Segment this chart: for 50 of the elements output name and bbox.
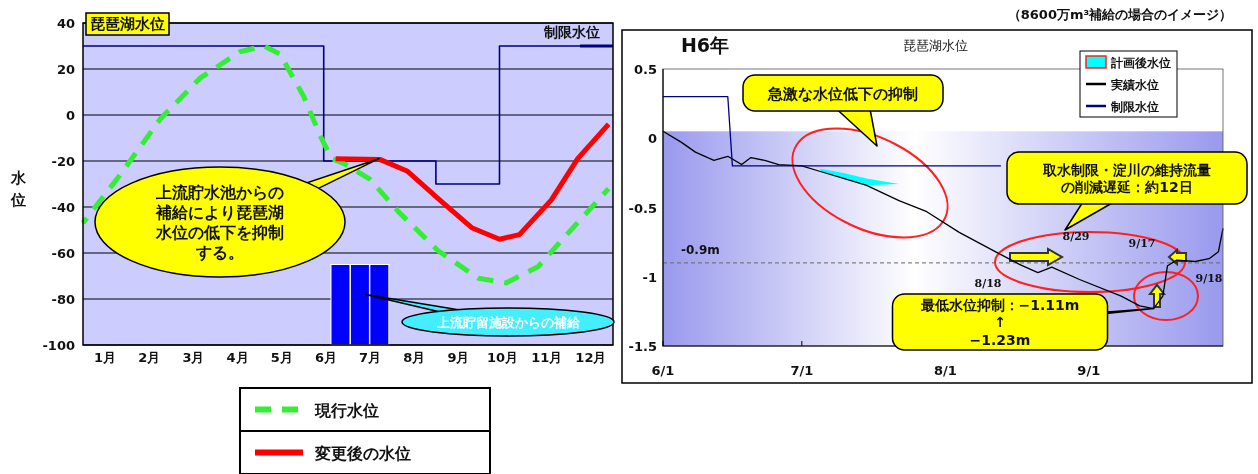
text: （8600万m³補給の場合のイメージ） (1007, 7, 1233, 22)
x-tick-label: 9月 (447, 350, 470, 365)
x-tick-label: 6/1 (651, 363, 675, 378)
x-tick-label: 1月 (94, 350, 117, 365)
y-tick-label: -1 (642, 269, 657, 285)
x-tick-label: 10月 (487, 350, 519, 365)
annotation: 9/18 (1195, 272, 1223, 285)
legend-label: 変更後の水位 (314, 443, 411, 463)
ref-line-label: -0.9m (681, 242, 720, 257)
annotation: 9/17 (1128, 237, 1156, 250)
y-tick-label: -20 (51, 154, 75, 169)
series-label: 制限水位 (543, 24, 600, 40)
y-tick-label: -40 (51, 200, 75, 215)
annotation: 急激な水位低下の抑制 (767, 84, 918, 103)
x-tick-label: 7/1 (790, 363, 814, 378)
annotation: 取水制限・淀川の維持流量の削減遅延：約12日 (1042, 161, 1211, 196)
legend-label: 計画後水位 (1110, 56, 1171, 70)
chart-title: 琵琶湖水位 (90, 15, 165, 33)
annotation: 上流貯水池からの補給により琵琶湖水位の低下を抑制する。 (155, 183, 284, 263)
y-tick-label: 20 (56, 62, 75, 77)
legend-label: 現行水位 (314, 400, 379, 420)
x-tick-label: 12月 (575, 350, 607, 365)
chart-title: 琵琶湖水位 (902, 38, 968, 53)
y-tick-label: 0 (647, 131, 657, 147)
x-tick-label: 4月 (226, 350, 249, 365)
legend-label: 実績水位 (1110, 78, 1159, 92)
y-tick-label: -1.5 (628, 339, 657, 354)
x-tick-label: 5月 (270, 350, 293, 365)
y-tick-label: -0.5 (628, 200, 657, 216)
y-tick-label: -80 (51, 292, 75, 307)
x-tick-label: 8月 (403, 350, 426, 365)
x-tick-label: 9/1 (1077, 363, 1101, 378)
y-axis-title: 水位 (9, 169, 27, 209)
annotation: 最低水位抑制：−1.11m ↑ −1.23m (919, 296, 1080, 348)
y-tick-label: -100 (42, 338, 75, 353)
x-tick-label: 2月 (138, 350, 161, 365)
y-tick-label: 0 (65, 108, 75, 123)
y-tick-label: -60 (51, 246, 75, 261)
y-tick-label: 0.5 (633, 62, 657, 77)
legend-label: 制限水位 (1110, 100, 1159, 114)
x-tick-label: 7月 (359, 350, 382, 365)
y-tick-label: 40 (56, 16, 75, 31)
x-tick-label: 6月 (314, 350, 337, 365)
x-tick-label: 3月 (182, 350, 205, 365)
x-tick-label: 8/1 (933, 363, 957, 378)
x-tick-label: 11月 (531, 350, 563, 365)
annotation: 上流貯留施設からの補給 (435, 314, 581, 330)
annotation: 8/29 (1062, 230, 1090, 243)
chart-subtitle: H6年 (680, 34, 730, 56)
annotation: 8/18 (974, 277, 1002, 290)
